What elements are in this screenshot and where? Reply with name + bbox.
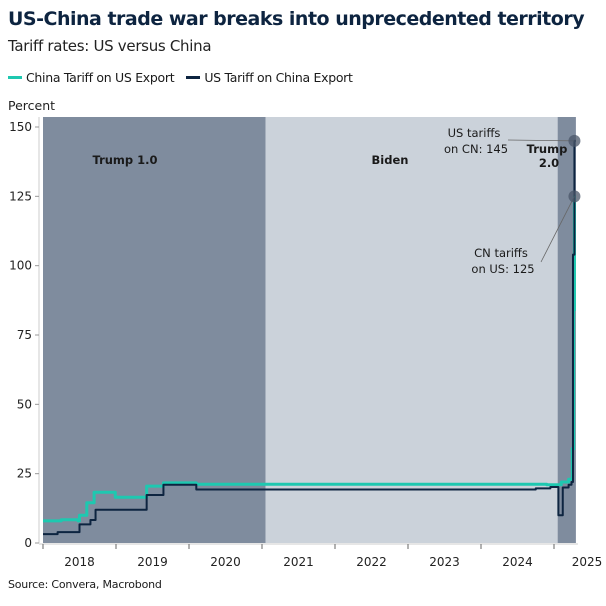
x-tick-label: 2019 [137,555,168,569]
y-tick-label: 100 [9,259,32,273]
annotation-leader [540,196,575,263]
annotation-leader [507,139,575,142]
region-label: 2.0 [539,156,559,170]
annotation-marker [568,190,581,203]
legend-label: China Tariff on US Export [26,70,175,85]
legend: China Tariff on US Export US Tariff on C… [8,70,353,85]
x-tick-label: 2023 [429,555,460,569]
legend-item-china: China Tariff on US Export [8,70,175,85]
region-label: Biden [372,153,409,167]
annotation-text: on CN: 145 [444,142,508,156]
region-shade [43,117,266,543]
y-tick-label: 75 [17,328,32,342]
y-tick-label: 0 [24,536,32,550]
legend-swatch [186,76,201,79]
legend-label: US Tariff on China Export [204,70,353,85]
region-shade [557,117,576,543]
legend-item-us: US Tariff on China Export [186,70,353,85]
y-tick-label: 50 [17,397,32,411]
y-tick-label: 25 [17,467,32,481]
chart-subtitle: Tariff rates: US versus China [8,37,212,55]
x-tick-label: 2024 [502,555,533,569]
series-line-us [43,139,576,536]
annotation-text: CN tariffs [474,246,528,260]
y-axis-label: Percent [8,98,55,113]
region-label: Trump 1.0 [92,153,157,167]
region-label: Trump [527,142,568,156]
x-tick-label: 2020 [210,555,241,569]
y-tick-label: 150 [9,120,32,134]
annotation-marker [568,134,581,147]
x-tick-label: 2021 [283,555,314,569]
legend-swatch [8,76,22,79]
x-tick-label: 2022 [356,555,387,569]
y-tick-label: 125 [9,189,32,203]
annotation-text: US tariffs [448,126,501,140]
region-shade [265,117,558,543]
annotation-text: on US: 125 [471,262,534,276]
x-tick-label: 2018 [64,555,95,569]
x-tick-label: 2025 [572,555,603,569]
chart-title: US-China trade war breaks into unprecede… [8,8,585,30]
source-note: Source: Convera, Macrobond [8,578,162,591]
